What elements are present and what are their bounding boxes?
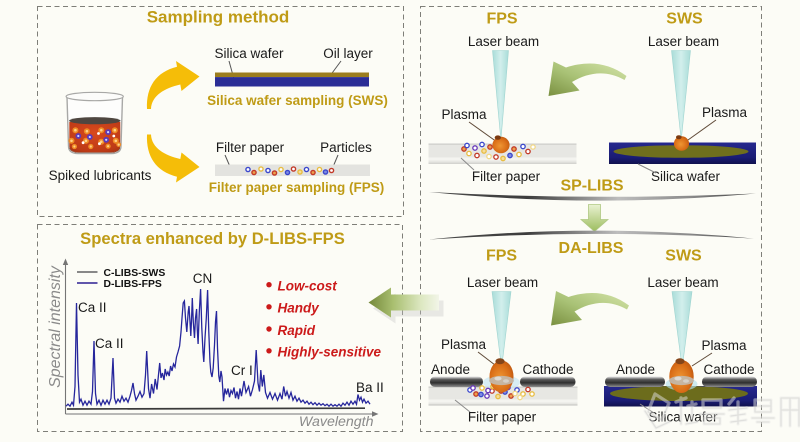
svg-text:Silica wafer: Silica wafer (648, 410, 718, 425)
svg-text:Low-cost: Low-cost (278, 279, 338, 294)
svg-text:Spiked lubricants: Spiked lubricants (49, 168, 152, 183)
svg-text:C-LIBS-SWS: C-LIBS-SWS (104, 268, 166, 279)
svg-text:Rapid: Rapid (278, 323, 316, 338)
svg-text:Plasma: Plasma (701, 338, 747, 353)
svg-text:Laser beam: Laser beam (648, 34, 719, 49)
svg-text:Cathode: Cathode (522, 362, 573, 377)
svg-text:SWS: SWS (666, 11, 703, 28)
svg-text:FPS: FPS (486, 248, 517, 265)
svg-text:SP-LIBS: SP-LIBS (560, 178, 623, 195)
svg-text:Filter paper: Filter paper (216, 140, 285, 155)
svg-text:Cr I: Cr I (231, 363, 253, 378)
svg-text:Laser beam: Laser beam (467, 275, 538, 290)
svg-text:CN: CN (193, 271, 213, 286)
svg-text:Ba II: Ba II (356, 380, 384, 395)
svg-text:Spectral intensity: Spectral intensity (47, 265, 64, 388)
svg-text:Silica wafer: Silica wafer (214, 46, 284, 61)
svg-text:Ca II: Ca II (95, 336, 124, 351)
svg-text:Silica wafer: Silica wafer (651, 169, 721, 184)
svg-text:Spectra enhanced by D-LIBS-FPS: Spectra enhanced by D-LIBS-FPS (80, 229, 345, 248)
svg-text:Plasma: Plasma (441, 107, 487, 122)
svg-text:Oil layer: Oil layer (323, 46, 373, 61)
svg-text:Anode: Anode (616, 362, 655, 377)
svg-text:Filter paper: Filter paper (472, 169, 541, 184)
svg-text:Plasma: Plasma (441, 337, 487, 352)
svg-text:SWS: SWS (665, 248, 702, 265)
svg-text:Handy: Handy (278, 301, 321, 316)
svg-text:Anode: Anode (431, 362, 470, 377)
svg-text:Cathode: Cathode (703, 362, 754, 377)
svg-text:Sampling method: Sampling method (147, 8, 290, 27)
svg-text:Silica wafer sampling (SWS): Silica wafer sampling (SWS) (207, 93, 388, 108)
svg-text:Laser beam: Laser beam (647, 275, 718, 290)
svg-text:Plasma: Plasma (702, 105, 748, 120)
svg-text:Wavelength: Wavelength (299, 414, 374, 430)
svg-text:Ca II: Ca II (78, 300, 107, 315)
svg-text:DA-LIBS: DA-LIBS (559, 240, 624, 257)
svg-text:FPS: FPS (486, 11, 517, 28)
svg-text:Highly-sensitive: Highly-sensitive (278, 345, 382, 360)
svg-text:Laser beam: Laser beam (468, 34, 539, 49)
svg-text:Filter paper sampling (FPS): Filter paper sampling (FPS) (209, 180, 385, 195)
svg-text:Filter paper: Filter paper (468, 410, 537, 425)
svg-text:D-LIBS-FPS: D-LIBS-FPS (104, 279, 162, 290)
svg-text:Particles: Particles (320, 140, 372, 155)
